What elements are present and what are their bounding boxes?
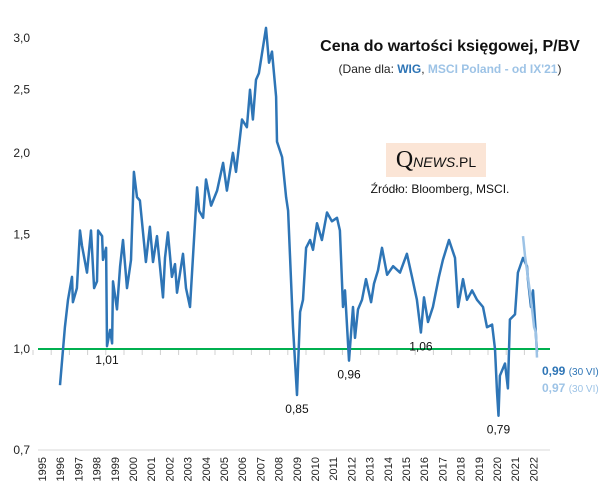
x-tick-label: 2021 [510,457,522,481]
x-tick-label: 2014 [383,457,395,481]
x-tick-label: 2005 [219,457,231,481]
x-tick-label: 2022 [528,457,540,481]
series-wig-line [58,26,539,417]
data-label: 1,01 [95,353,119,367]
source-note: Źródło: Bloomberg, MSCI. [370,182,510,196]
x-tick-label: 2016 [419,457,431,481]
logo-news: NEWS [413,154,456,170]
x-tick-label: 2009 [292,457,304,481]
x-tick-label: 2012 [346,457,358,481]
subtitle-close: ) [557,62,562,76]
end-value-wig: 0,99 [542,364,566,378]
logo-q: Q [395,147,414,173]
data-label: 0,79 [487,423,511,437]
logo-pl: .PL [455,154,477,170]
x-tick-label: 2011 [328,457,340,481]
x-tick-label: 2008 [274,457,286,481]
x-tick-label: 2010 [310,457,322,481]
end-label-wig: 0,99 (30 VI) [542,364,599,378]
x-tick-label: 2017 [437,457,449,481]
x-tick-label: 2004 [201,457,213,481]
end-date-wig: (30 VI) [568,367,599,378]
x-tick-label: 2018 [456,457,468,481]
data-label: 0,96 [337,368,361,382]
x-tick-label: 1999 [110,457,122,481]
chart-title: Cena do wartości księgowej, P/BV [320,38,580,55]
legend-msci: MSCI Poland - od IX'21 [427,62,558,76]
subtitle-open: (Dane dla: [338,62,398,76]
series-msci-line [521,235,539,358]
x-tick-label: 2006 [237,457,249,481]
end-date-msci: (30 VI) [568,384,599,395]
y-tick-label: 3,0 [13,31,30,45]
x-tick-label: 2000 [128,457,140,481]
x-tick-label: 1995 [37,457,49,481]
x-tick-label: 2020 [492,457,504,481]
x-tick-label: 1997 [73,457,85,481]
y-tick-label: 2,0 [13,146,30,160]
x-tick-label: 2015 [401,457,413,481]
x-tick-label: 2003 [183,457,195,481]
legend-wig: WIG [397,62,422,76]
end-label-msci: 0,97 (30 VI) [542,381,599,395]
y-tick-label: 1,5 [13,227,30,241]
data-label: 1,06 [409,340,433,354]
x-tick-label: 2013 [365,457,377,481]
y-tick-label: 1,0 [13,342,30,356]
y-tick-label: 0,7 [13,443,30,457]
x-tick-label: 2019 [474,457,486,481]
x-tick-label: 2001 [146,457,158,481]
data-label: 0,85 [285,402,309,416]
qnews-logo: QNEWS.PL [386,143,486,177]
x-tick-label: 2007 [255,457,267,481]
subtitle-sep: , [421,62,428,76]
chart-subtitle: (Dane dla: WIG, MSCI Poland - od IX'21) [300,62,600,76]
end-value-msci: 0,97 [542,381,566,395]
x-tick-label: 2002 [164,457,176,481]
x-tick-label: 1998 [92,457,104,481]
y-tick-label: 2,5 [13,83,30,97]
x-tick-label: 1996 [55,457,67,481]
